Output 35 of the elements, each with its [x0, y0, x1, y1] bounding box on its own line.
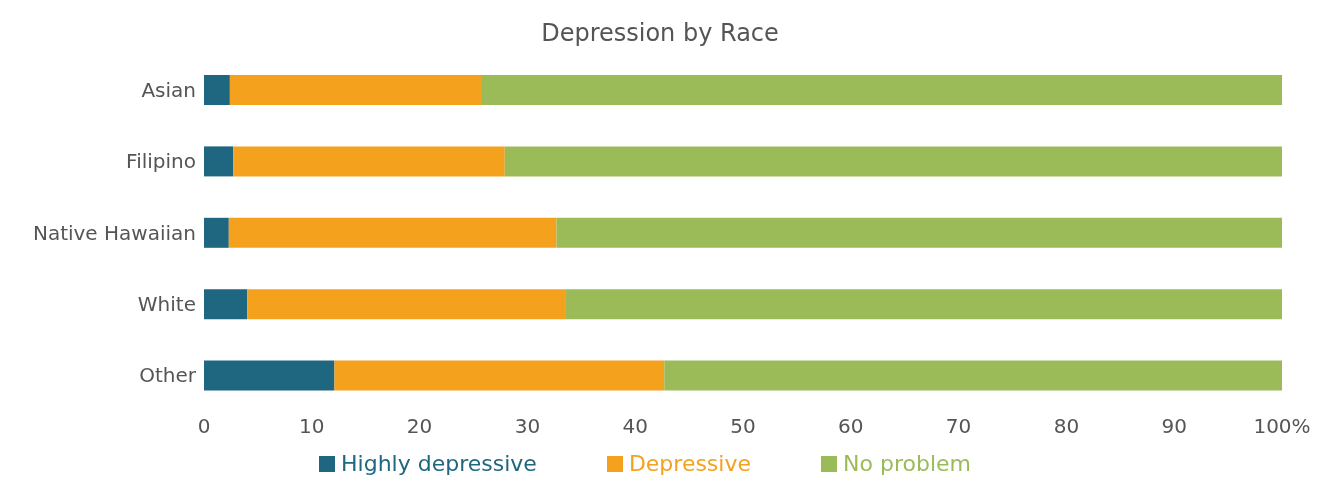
legend-label: Depressive	[627, 451, 752, 476]
y-tick-label: White	[137, 292, 196, 316]
bar	[233, 146, 505, 177]
x-tick-label: 80	[1053, 414, 1080, 439]
bar	[556, 217, 1282, 248]
x-tick-label: 70	[945, 414, 972, 439]
bar	[229, 75, 482, 105]
bar	[247, 289, 566, 320]
x-tick-label: 50	[730, 414, 756, 439]
bar	[204, 217, 229, 248]
y-tick-label: Asian	[141, 77, 196, 102]
bar	[204, 146, 234, 177]
y-tick-label: Other	[139, 363, 197, 388]
x-tick-label: 100%	[1253, 414, 1311, 439]
legend-label: Highly depressive	[340, 451, 537, 476]
x-tick-label: 60	[838, 414, 864, 439]
bar	[664, 360, 1282, 391]
legend-label: No problem	[842, 451, 971, 476]
bar	[481, 75, 1282, 105]
x-tick-label: 0	[197, 414, 211, 439]
y-tick-label: Native Hawaiian	[32, 220, 196, 245]
bar	[228, 217, 557, 248]
bar	[204, 360, 335, 391]
bar	[565, 289, 1282, 320]
x-tick-label: 90	[1161, 414, 1187, 439]
x-tick-label: 40	[622, 414, 648, 439]
bar	[334, 360, 665, 391]
bar	[204, 289, 248, 320]
y-tick-label: Filipino	[126, 149, 196, 174]
bar	[504, 146, 1282, 177]
chart-title: Depression by Race	[540, 18, 780, 49]
x-tick-label: 20	[406, 414, 433, 439]
x-tick-label: 30	[514, 414, 541, 439]
x-tick-label: 10	[299, 414, 325, 439]
bar	[204, 75, 230, 105]
